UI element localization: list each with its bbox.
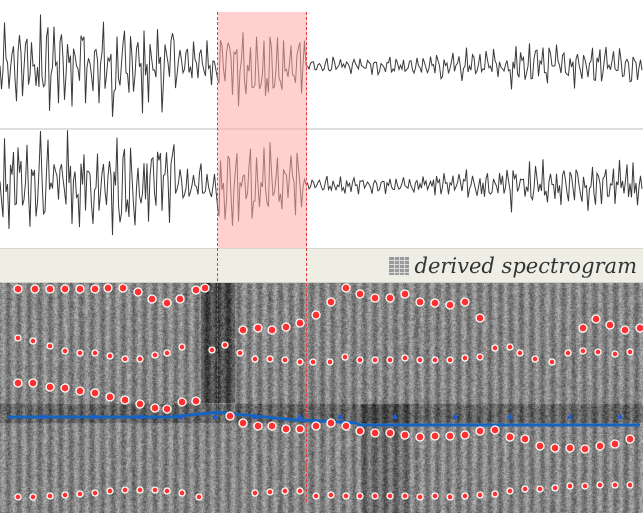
grid-icon: [388, 257, 409, 275]
waveform-trace-1: [0, 14, 643, 117]
waveform-channel-1[interactable]: [0, 0, 643, 128]
waveform-trace-2: [0, 130, 643, 236]
spectrogram-image: [0, 283, 643, 513]
spectrogram-header: derived spectrogram: [0, 248, 643, 283]
channel-divider: [0, 128, 643, 130]
spectrogram-view[interactable]: [0, 283, 643, 513]
waveform-channel-2[interactable]: [0, 130, 643, 248]
spectrogram-label: derived spectrogram: [414, 254, 637, 278]
